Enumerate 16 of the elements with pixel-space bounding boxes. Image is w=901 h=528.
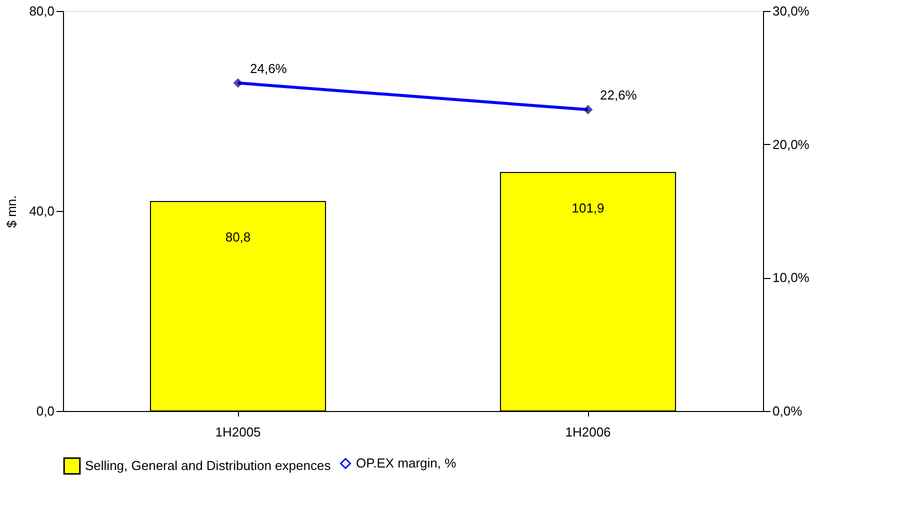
y2-tick-label: 10,0% [772,270,810,286]
y2-tick-label: 0,0% [772,404,803,418]
y-tick-label: 0,0 [36,404,54,418]
y-tick-label: 80,0 [29,4,54,18]
y-tick-label: 40,0 [29,204,54,218]
data-label: 22,6% [600,88,638,103]
annotation: 101,9 [572,200,604,216]
y2-tick-label: 30,0% [772,4,810,18]
x-tick-label: 1H2006 [565,424,611,440]
legend-label: OP.EX margin, % [356,456,457,470]
annotation: 80,8 [225,230,251,244]
y-axis-title: $ mn. [4,195,20,228]
y2-tick-label: 20,0% [772,136,810,152]
legend-label: Selling, General and Distribution expences [85,458,332,473]
data-label: 24,6% [250,61,288,76]
x-tick-label: 1H2005 [215,424,261,440]
